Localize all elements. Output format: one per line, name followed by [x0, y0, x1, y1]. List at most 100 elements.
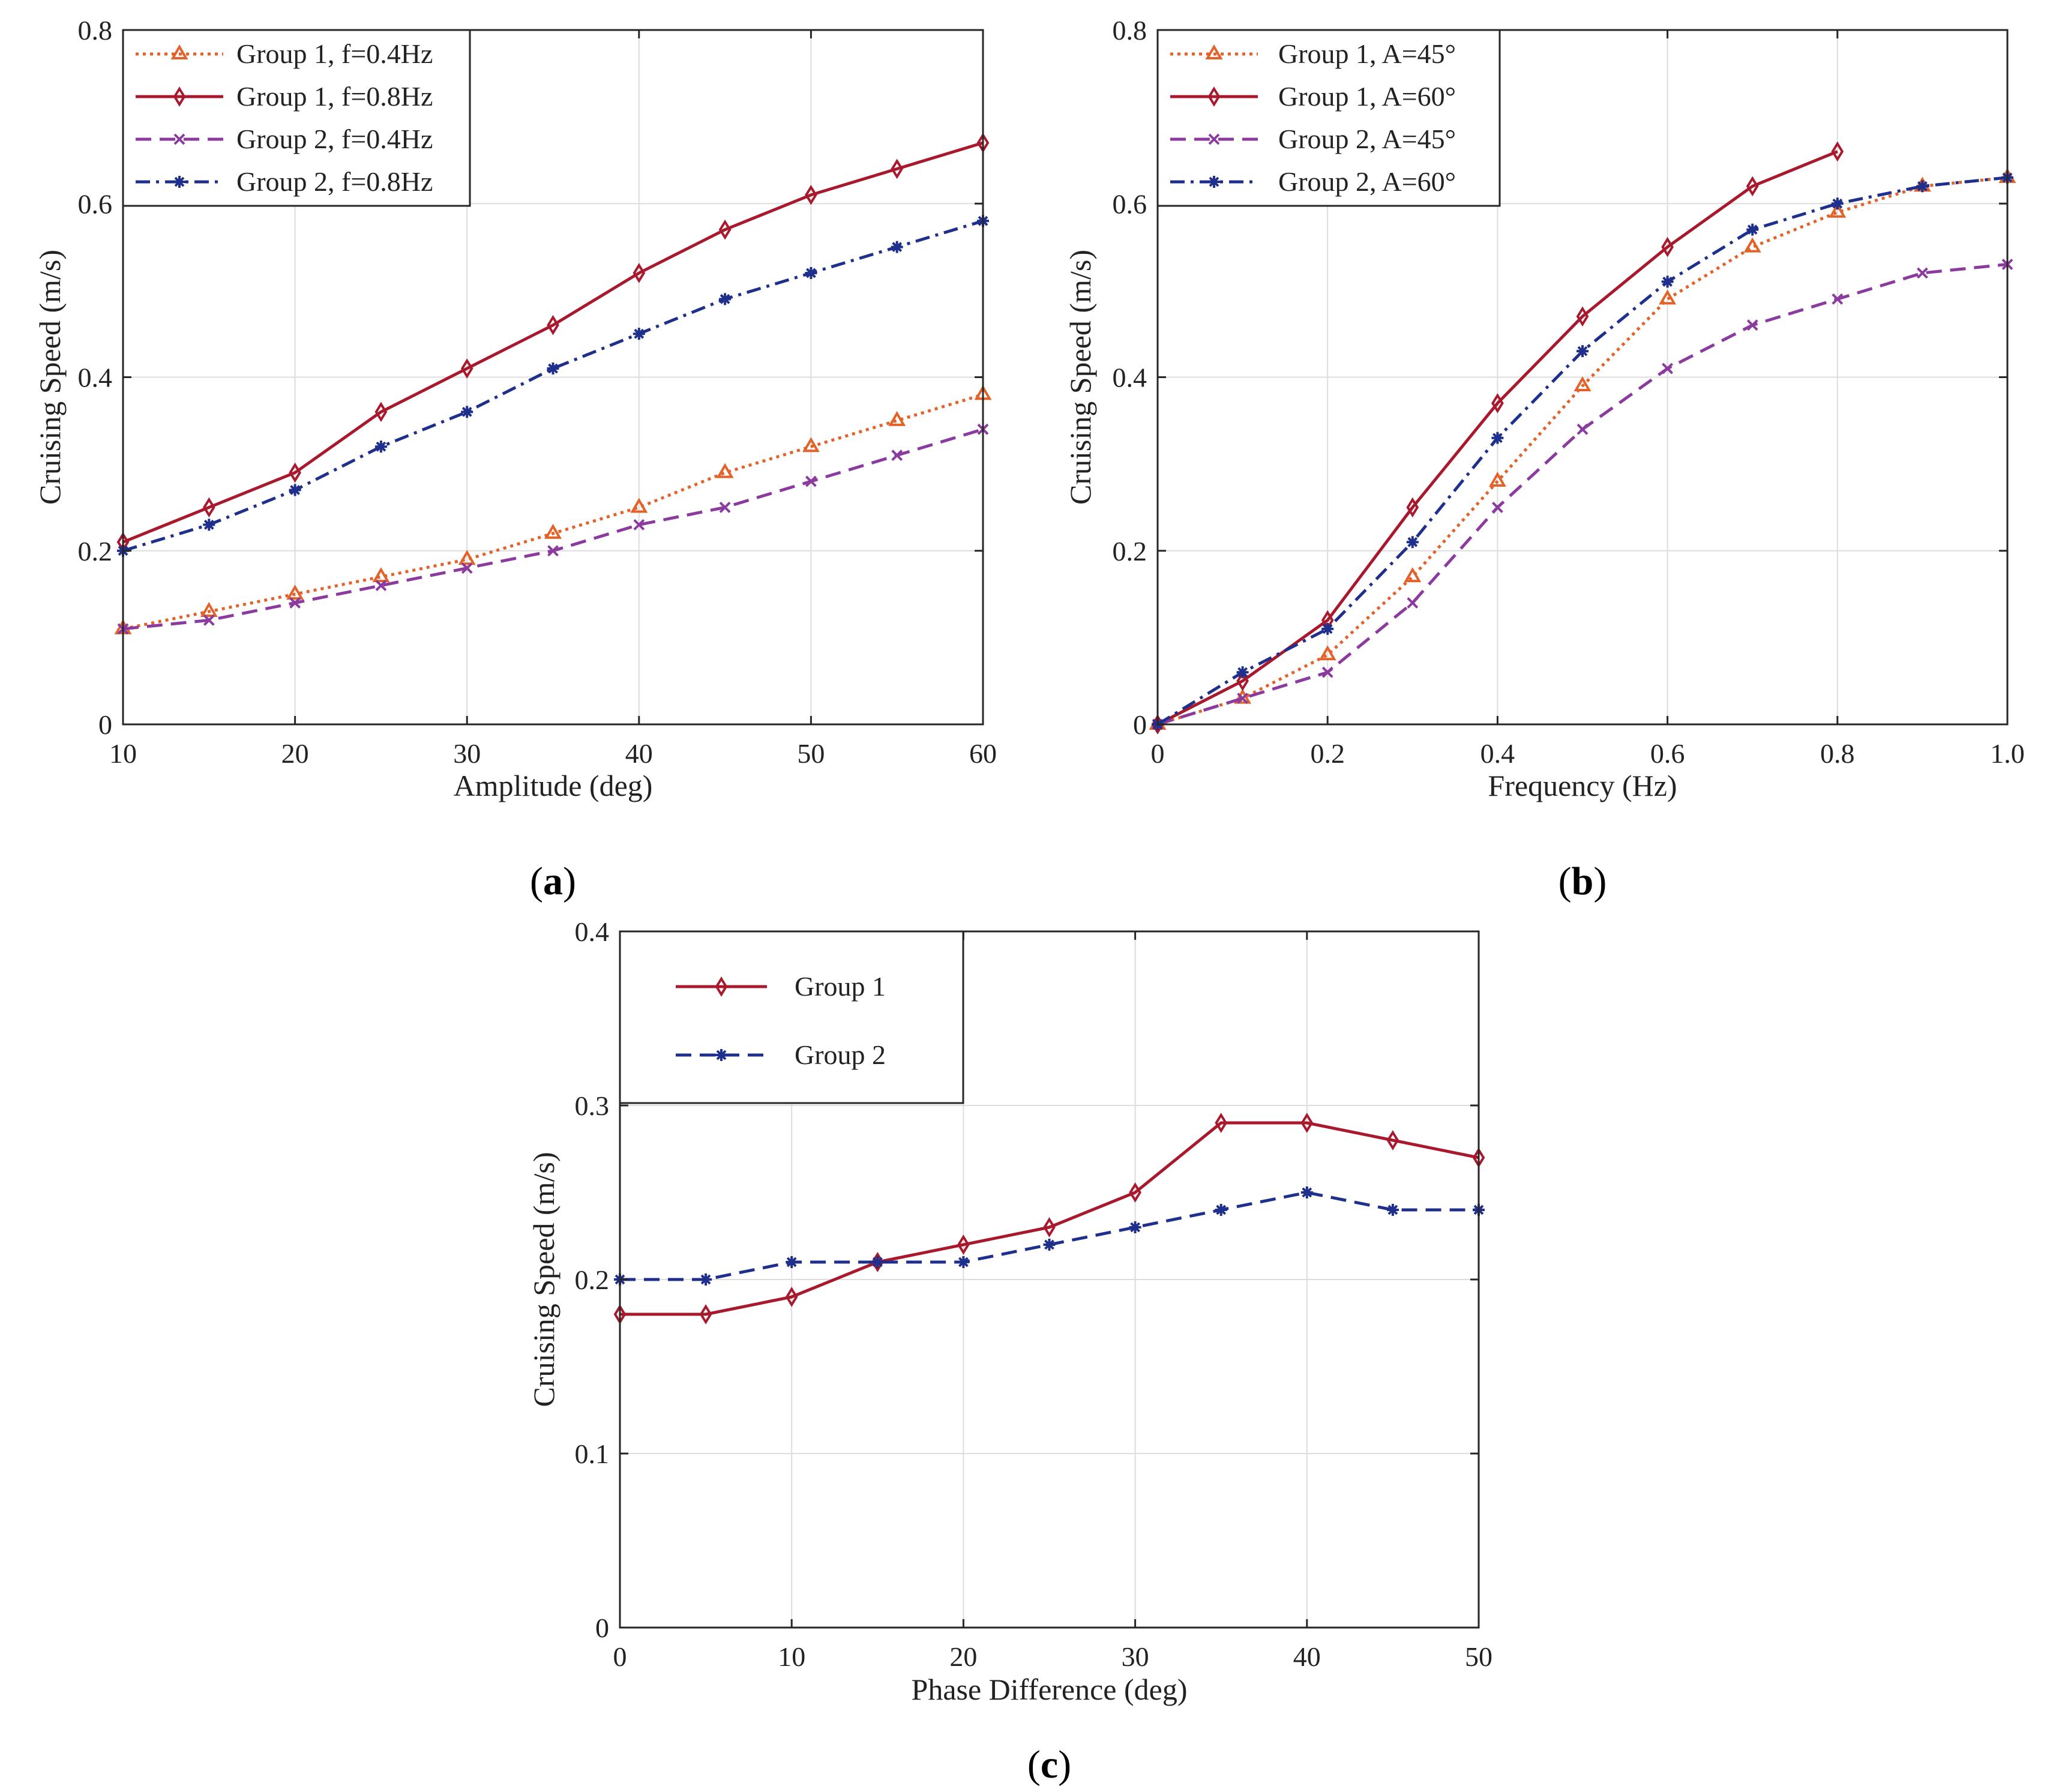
- chart-a-series-2-point-5: [547, 545, 559, 557]
- chart-b-series-1-point-7: [1746, 176, 1759, 197]
- chart-b-series-0-point-1: [1234, 688, 1252, 704]
- chart-a-series-3-point-4-stroke-d2: [461, 406, 472, 417]
- chart-c-legend-marker-1: [715, 1049, 727, 1061]
- chart-b-series-3-point-8-stroke-d2: [1832, 198, 1843, 209]
- chart-c-ytick-label-2: 0.2: [575, 1264, 610, 1295]
- chart-c-series-0-point-1: [699, 1304, 712, 1324]
- chart-b-series-2-point-9-stroke-b: [1916, 267, 1928, 279]
- chart-a-legend: Group 1, f=0.4Hz Group 1, f=0.8Hz Group 2,…: [122, 29, 471, 207]
- chart-b-ytick-label-4: 0.8: [1113, 15, 1147, 46]
- chart-a-legend-marker-0: [170, 44, 188, 59]
- chart-a-legend-marker-2: [173, 133, 185, 145]
- chart-a-series-0-point-6: [630, 498, 648, 513]
- chart-c-panel-label: (c): [1027, 1743, 1071, 1787]
- chart-a-series-2-point-6: [633, 519, 645, 531]
- chart-c-series-1-point-4-stroke-d2: [958, 1257, 969, 1267]
- chart-c-series-1-point-6-stroke-d2: [1130, 1222, 1141, 1233]
- chart-a-xtick-label-4: 50: [797, 738, 825, 769]
- chart-a-series-3-point-3-stroke-d2: [376, 441, 386, 452]
- chart-a-series-2-point-7: [719, 502, 731, 513]
- chart-a-series-0-point-7: [716, 463, 734, 478]
- chart-a-series-2-point-8: [805, 475, 817, 487]
- chart-b-series-2-point-1-stroke-b: [1237, 693, 1249, 705]
- chart-a-legend-marker-3: [173, 176, 185, 188]
- chart-b-series-3-point-2: [1321, 622, 1334, 635]
- chart-a-series-2-point-8-stroke-b: [805, 475, 817, 487]
- chart-b-series-3-point-7-stroke-d2: [1747, 224, 1758, 235]
- chart-a-series-0-point-9: [888, 410, 906, 426]
- chart-a-legend-label-3: Group 2, f=0.8Hz: [236, 166, 433, 197]
- chart-b-series-1-point-6: [1661, 236, 1674, 257]
- chart-b-series-3-point-3-stroke-d2: [1407, 537, 1418, 547]
- chart-c-series-1-point-9-stroke-d2: [1387, 1204, 1398, 1215]
- chart-c-legend-box: [619, 930, 964, 1104]
- chart-b-series-3-point-4: [1491, 431, 1504, 444]
- chart-c-panel-label-close: ): [1058, 1743, 1071, 1787]
- chart-b-series-2-point-3-stroke-b: [1407, 597, 1419, 609]
- chart-a-series-3-line: [122, 219, 984, 553]
- chart-b-legend-marker-0: [1205, 44, 1223, 59]
- chart-a-series-3-point-9-stroke-d2: [892, 242, 903, 252]
- chart-a-series-2-point-2-stroke-b: [289, 597, 301, 609]
- chart-a-series-1-point-4: [460, 358, 473, 379]
- chart-c: 0 10 20 30 40 50 0 0.1 0.2 0.3 0.4 Phase Difference…: [527, 916, 1492, 1787]
- chart-a-series-2-point-3-stroke-b: [375, 580, 387, 592]
- chart-a-series-0-point-8: [802, 437, 820, 453]
- chart-c-ytick-label-4: 0.4: [575, 916, 610, 947]
- chart-b-series-2-point-4: [1491, 502, 1503, 513]
- chart-c-xtick-label-0: 0: [613, 1641, 627, 1672]
- chart-b-series-2-point-2: [1321, 666, 1333, 678]
- chart-b-ytick-label-2: 0.4: [1113, 362, 1147, 393]
- chart-b-legend-label-2: Group 2, A=45°: [1278, 124, 1456, 154]
- chart-c-series-1-point-5: [1043, 1239, 1056, 1251]
- chart-c-legend: Group 1 Group 2: [619, 930, 964, 1104]
- chart-b-panel-label: (b): [1559, 859, 1607, 903]
- chart-b-series-3-point-5: [1577, 345, 1589, 358]
- chart-a-series-2-point-7-stroke-b: [719, 502, 731, 513]
- chart-a-series-3-point-9: [891, 241, 903, 253]
- chart-c-series-0-point-9: [1386, 1130, 1399, 1150]
- chart-a-xtick-label-0: 10: [109, 738, 137, 769]
- chart-b-series-2-point-6: [1662, 362, 1674, 374]
- chart-a-series-2-point-9: [891, 450, 903, 462]
- chart-a-series-2: [117, 423, 989, 635]
- chart-a-series-0-point-2: [286, 585, 304, 600]
- chart-a-series-1-point-7: [718, 219, 732, 240]
- chart-a-panel-label-letter: a: [543, 859, 563, 903]
- chart-a-series-0-point-3: [372, 567, 390, 583]
- chart-b-legend-marker-3: [1208, 176, 1220, 188]
- chart-a-series-3-point-1: [203, 519, 215, 531]
- chart-b-series-3-point-9: [1916, 180, 1929, 193]
- chart-c-series-1-point-4: [957, 1256, 970, 1268]
- chart-a-series-2-point-1-stroke-b: [203, 615, 215, 626]
- chart-b-panel-label-close: ): [1593, 859, 1607, 903]
- chart-b-series-3-point-1: [1236, 666, 1249, 679]
- chart-a-panel-label: (a): [530, 859, 576, 903]
- chart-a-xlabel: Amplitude (deg): [454, 769, 653, 802]
- chart-c-series-1-point-3-stroke-d2: [872, 1257, 883, 1267]
- chart-c-panel-label-letter: c: [1041, 1743, 1058, 1787]
- chart-a-series-2-point-6-stroke-b: [633, 519, 645, 531]
- chart-c-xtick-label-4: 40: [1293, 1641, 1321, 1672]
- chart-a-series-2-point-1: [203, 615, 215, 626]
- chart-b-xtick-label-3: 0.6: [1650, 738, 1685, 769]
- chart-c-series-1-point-1: [700, 1273, 712, 1285]
- chart-a: 10 20 30 40 50 60 0 0.2 0.4 0.6 0.8 Amplitude (deg)…: [33, 15, 997, 903]
- chart-b: 0 0.2 0.4 0.6 0.8 1.0 0 0.2 0.4 0.6 0.8 Frequency (…: [1063, 15, 2025, 903]
- chart-b-legend-marker-2-stroke-b: [1208, 133, 1220, 145]
- chart-a-series-3-point-8: [805, 266, 817, 279]
- chart-a-legend-marker-3-stroke-d2: [174, 176, 185, 187]
- chart-a-ytick-label-4: 0.8: [78, 15, 113, 46]
- chart-c-series-1-point-7: [1215, 1204, 1227, 1216]
- chart-a-ylabel: Cruising Speed (m/s): [33, 250, 67, 505]
- chart-a-series-0-point-5: [544, 523, 562, 539]
- chart-a-xtick-label-2: 30: [453, 738, 481, 769]
- chart-b-series-2-point-1: [1237, 693, 1249, 705]
- chart-b-series-2-point-7: [1746, 319, 1758, 331]
- chart-b-ytick-label-0: 0: [1133, 709, 1147, 740]
- chart-b-series-2-point-5: [1577, 423, 1589, 435]
- chart-b-ytick-label-1: 0.2: [1113, 536, 1147, 567]
- chart-b-series-0-point-3: [1404, 567, 1422, 583]
- chart-b-series-0-point-8: [1829, 202, 1847, 218]
- chart-b-series-3-point-2-stroke-d2: [1322, 624, 1333, 634]
